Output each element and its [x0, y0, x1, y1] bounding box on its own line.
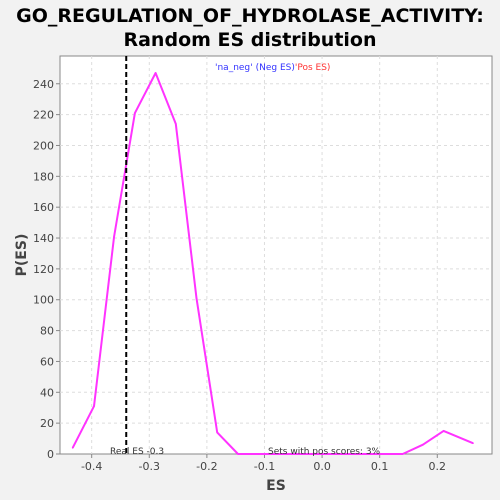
series-point: [113, 235, 115, 238]
y-tick-label: 80: [40, 325, 54, 338]
y-tick-label: 180: [33, 170, 54, 183]
x-tick-label: 0.1: [371, 460, 389, 473]
y-tick-label: 40: [40, 386, 54, 399]
y-tick-label: 20: [40, 417, 54, 430]
y-tick-label: 160: [33, 201, 54, 214]
series-point: [216, 431, 219, 434]
series-point: [360, 453, 363, 455]
legend-text: 'na_neg' (Neg ES)'Pos ES): [215, 63, 330, 73]
y-tick-label: 100: [33, 294, 54, 307]
series-point: [472, 442, 474, 445]
x-tick-label: 0.2: [429, 460, 447, 473]
series-point: [442, 430, 445, 432]
axis-layer: 0 20 40 60 80 100 120 140 160 180 200 220 240 -0.4 -0.…: [33, 78, 446, 473]
series-point: [174, 123, 177, 125]
y-axis-label: P(ES): [14, 234, 30, 277]
y-tick-label: 240: [33, 78, 54, 91]
x-tick-label: -0.2: [196, 460, 217, 473]
series-layer: [71, 72, 474, 455]
y-tick-label: 220: [33, 109, 54, 122]
chart-title-line2: Random ES distribution: [123, 29, 377, 51]
series-point: [257, 453, 259, 455]
series-point: [93, 405, 95, 407]
x-tick-label: -0.1: [254, 460, 275, 473]
series-line: [71, 72, 474, 455]
series-point: [422, 443, 424, 446]
y-tick-label: 200: [33, 139, 54, 152]
series-point: [134, 112, 136, 114]
x-tick-label: -0.4: [81, 460, 102, 473]
real-es-label: Real ES -0.3: [110, 447, 164, 457]
x-tick-label: -0.3: [139, 460, 160, 473]
y-tick-label: 120: [33, 263, 54, 276]
pos-scores-label: Sets with pos scores: 3%: [268, 447, 381, 457]
x-tick-label: 0.0: [313, 460, 331, 473]
chart-title-line1: GO_REGULATION_OF_HYDROLASE_ACTIVITY:: [16, 5, 484, 27]
series-point: [278, 453, 280, 455]
legend: 'na_neg' (Neg ES)'Pos ES): [215, 63, 330, 73]
annotation-layer: Real ES -0.3 Sets with pos scores: 3%: [110, 56, 381, 457]
series-point: [195, 297, 198, 299]
grid-layer: [60, 56, 492, 454]
y-tick-label: 0: [47, 448, 54, 461]
plot-area: [59, 55, 493, 455]
legend-entry-na-neg: 'na_neg': [215, 63, 253, 73]
series-point: [298, 453, 301, 455]
series-point: [154, 72, 157, 74]
legend-entry-pos-es: 'Pos ES): [295, 63, 331, 73]
series-point: [318, 453, 321, 455]
series-point: [401, 453, 404, 455]
series-point: [71, 447, 74, 449]
series-point: [339, 453, 342, 455]
x-axis-label: ES: [266, 478, 286, 494]
y-tick-label: 60: [40, 355, 54, 368]
legend-entry-neg-es: (Neg ES): [256, 63, 295, 73]
y-tick-label: 140: [33, 232, 54, 245]
chart-title: GO_REGULATION_OF_HYDROLASE_ACTIVITY: Ran…: [0, 4, 500, 52]
series-point: [381, 453, 383, 455]
series-point: [237, 453, 239, 455]
